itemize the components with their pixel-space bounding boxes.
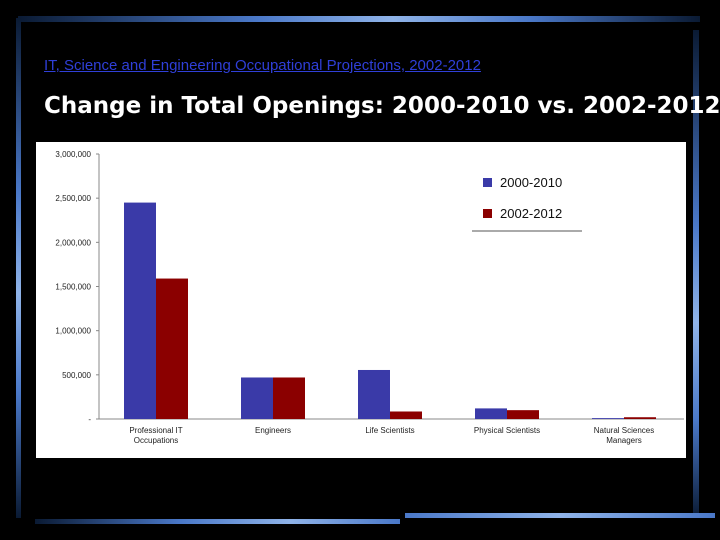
- bar: [156, 278, 188, 419]
- category-label-line: Physical Scientists: [474, 426, 540, 435]
- y-tick-label: 3,000,000: [55, 150, 91, 159]
- bar: [358, 369, 390, 419]
- bar: [592, 418, 624, 419]
- top-decorative-bar: [18, 16, 700, 22]
- category-label: Physical Scientists: [474, 426, 540, 435]
- bar-chart: - 500,000 1,000,000 1,500,000 2,000,000 2,500…: [55, 150, 684, 445]
- y-tick-label: 2,500,000: [55, 194, 91, 203]
- legend-swatch: [483, 178, 492, 187]
- left-decorative-bar: [16, 18, 21, 518]
- y-tick-label: 1,000,000: [55, 327, 91, 336]
- bar: [124, 202, 156, 419]
- category-label-line: Professional IT: [129, 426, 182, 435]
- category-label-line: Natural Sciences: [594, 426, 654, 435]
- bar: [507, 410, 539, 419]
- slide-title: Change in Total Openings: 2000-2010 vs. …: [44, 93, 720, 119]
- bar: [273, 377, 305, 419]
- category-label: Engineers: [255, 426, 291, 435]
- legend-entry: 2000-2010: [500, 175, 562, 190]
- category-label-line: Occupations: [134, 436, 178, 445]
- category-label: Professional IT Occupations: [129, 426, 182, 445]
- y-tick-label: 2,000,000: [55, 238, 91, 247]
- bottom-decorative-bar-left: [35, 519, 400, 524]
- category-label-line: Life Scientists: [365, 426, 414, 435]
- slide-subtitle[interactable]: IT, Science and Engineering Occupational…: [44, 57, 481, 74]
- legend-swatch: [483, 209, 492, 218]
- y-tick-label: -: [88, 415, 91, 424]
- chart-area: - 500,000 1,000,000 1,500,000 2,000,000 2,500…: [36, 142, 686, 458]
- y-tick-label: 500,000: [62, 371, 91, 380]
- bottom-decorative-bar-right: [405, 513, 715, 518]
- y-tick-label: 1,500,000: [55, 283, 91, 292]
- category-label-line: Managers: [606, 436, 642, 445]
- category-label-line: Engineers: [255, 426, 291, 435]
- bar: [624, 417, 656, 419]
- right-decorative-bar: [693, 30, 699, 518]
- bar: [475, 408, 507, 419]
- bar: [390, 411, 422, 419]
- category-label: Natural Sciences Managers: [594, 426, 654, 445]
- legend-entry: 2002-2012: [500, 206, 562, 221]
- category-label: Life Scientists: [365, 426, 414, 435]
- bar: [241, 377, 273, 419]
